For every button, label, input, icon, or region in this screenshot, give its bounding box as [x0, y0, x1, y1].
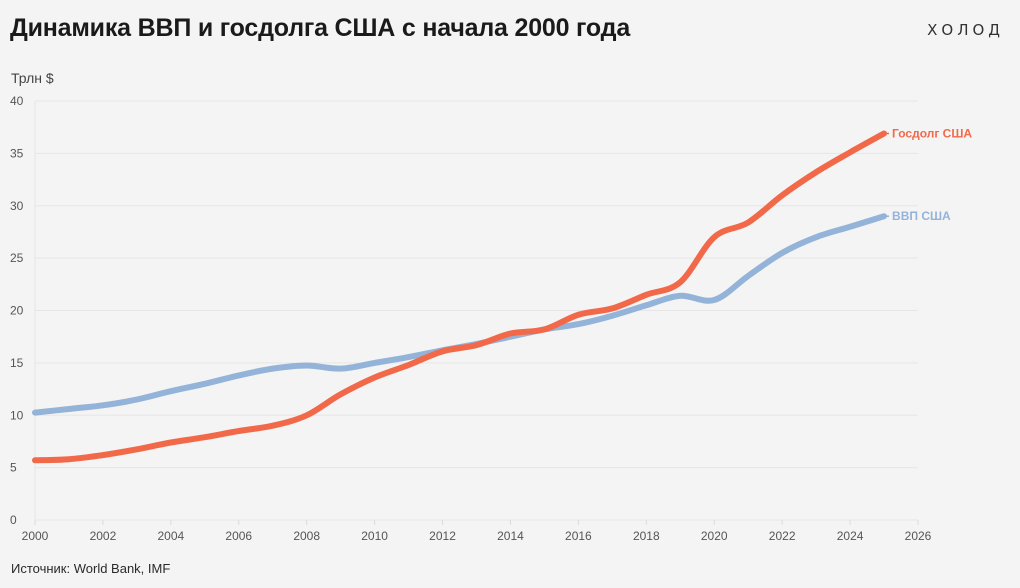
chart-title: Динамика ВВП и госдолга США с начала 200…	[10, 14, 631, 42]
y-tick-label: 25	[10, 251, 24, 265]
x-tick-label: 2000	[22, 529, 49, 543]
y-tick-label: 10	[10, 408, 24, 422]
series-labels: ВВП США Госдолг США	[884, 126, 972, 223]
brand-logo: ХОЛОД	[927, 21, 1004, 39]
series-label: ВВП США	[892, 209, 951, 223]
x-tick-label: 2018	[633, 529, 660, 543]
grid-lines	[34, 100, 918, 521]
x-tick-label: 2004	[157, 529, 184, 543]
x-tick-label: 2024	[837, 529, 864, 543]
x-tick-label: 2026	[905, 529, 932, 543]
series-lines	[32, 130, 887, 464]
x-tick-label: 2022	[769, 529, 796, 543]
y-tick-label: 15	[10, 356, 24, 370]
y-tick-label: 5	[10, 461, 17, 475]
series-label: Госдолг США	[892, 126, 972, 140]
y-tick-label: 20	[10, 304, 24, 318]
series-line-0	[32, 213, 887, 416]
y-tick-label: 30	[10, 199, 24, 213]
x-tick-label: 2014	[497, 529, 524, 543]
x-axis-ticks: 2000 2002 2004 2006 2008 2010 2012 2014 2016 2018…	[22, 520, 932, 543]
y-tick-label: 40	[10, 94, 24, 108]
y-tick-label: 0	[10, 513, 17, 527]
series-line-1	[32, 130, 887, 464]
x-tick-label: 2012	[429, 529, 456, 543]
x-tick-label: 2016	[565, 529, 592, 543]
x-tick-label: 2010	[361, 529, 388, 543]
x-tick-label: 2020	[701, 529, 728, 543]
source-note: Источник: World Bank, IMF	[11, 561, 171, 576]
y-axis-ticks: 0 5 10 15 20 25 30 35 40	[10, 94, 24, 527]
x-tick-label: 2008	[293, 529, 320, 543]
y-tick-label: 35	[10, 146, 24, 160]
x-tick-label: 2002	[90, 529, 117, 543]
x-tick-label: 2006	[225, 529, 252, 543]
y-axis-label: Трлн $	[11, 70, 54, 86]
